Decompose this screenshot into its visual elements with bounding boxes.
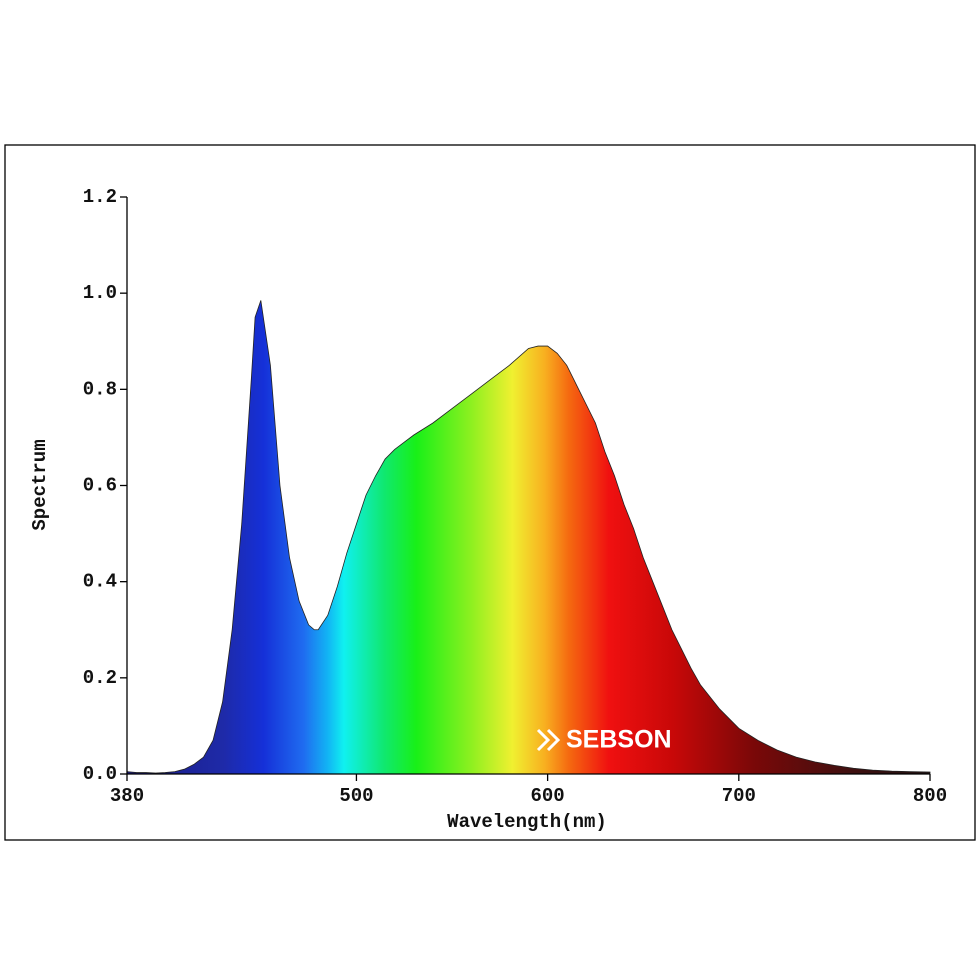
y-tick-label: 0.8 xyxy=(83,378,117,400)
y-tick-label: 0.6 xyxy=(83,475,117,497)
frame xyxy=(4,144,976,841)
x-tick-label: 380 xyxy=(110,785,144,807)
y-tick-label: 0.4 xyxy=(83,571,117,593)
plot-area xyxy=(126,300,931,775)
spectrum-area xyxy=(126,300,931,775)
y-tick-label: 0.0 xyxy=(83,763,117,785)
x-tick-label: 600 xyxy=(531,785,565,807)
logo-icon xyxy=(536,728,561,752)
x-tick-label: 800 xyxy=(913,785,947,807)
x-tick-label: 500 xyxy=(339,785,373,807)
y-tick-label: 1.2 xyxy=(83,186,117,208)
x-axis-label: Wavelength(nm) xyxy=(447,811,607,833)
x-tick-label: 700 xyxy=(722,785,756,807)
y-tick-label: 1.0 xyxy=(83,282,117,304)
logo: SEBSON xyxy=(536,726,672,754)
y-axis-label: Spectrum xyxy=(29,439,51,530)
watermark: SEBSON xyxy=(566,726,672,754)
y-tick-label: 0.2 xyxy=(83,667,117,689)
